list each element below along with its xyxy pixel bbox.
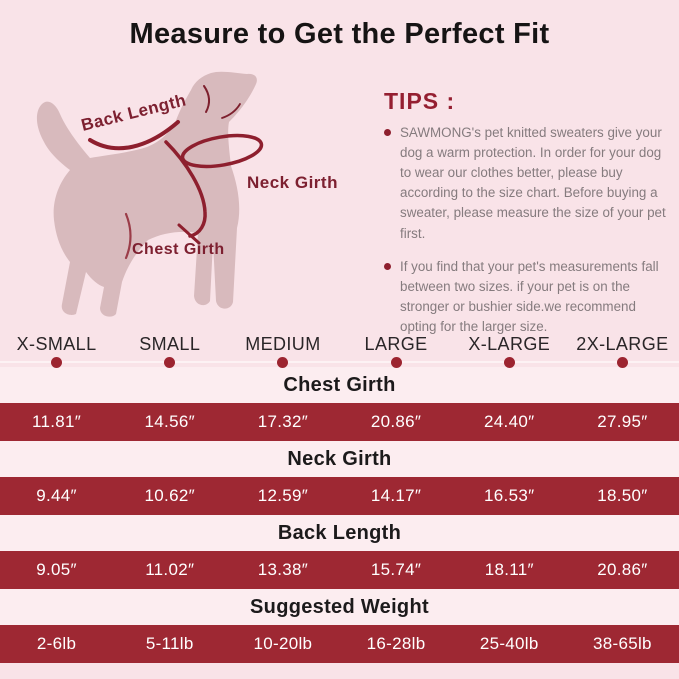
thigh-crease-line (124, 212, 132, 260)
measurement-value: 14.56″ (144, 412, 195, 431)
chest-girth-tick (177, 223, 201, 245)
tips-item: SAWMONG's pet knitted sweaters give your… (384, 123, 676, 244)
values-band-back-length: 9.05″ 11.02″ 13.38″ 15.74″ 18.11″ 20.86″ (0, 551, 679, 589)
measurement-value: 11.81″ (32, 412, 82, 431)
measurement-value: 13.38″ (257, 560, 309, 579)
section-row-suggested-weight: Suggested Weight (0, 589, 679, 625)
tips-list: SAWMONG's pet knitted sweaters give your… (384, 123, 676, 337)
ear-line (203, 85, 210, 113)
bullet-icon (384, 262, 391, 270)
size-column-header: SMALL (139, 333, 201, 354)
section-label: Chest Girth (283, 373, 396, 396)
measurement-value: 9.44″ (36, 486, 77, 505)
dot-icon (503, 357, 515, 368)
tips-panel: TIPS : SAWMONG's pet knitted sweaters gi… (384, 88, 676, 350)
dot-icon (277, 357, 289, 368)
tips-item: If you find that your pet's measurements… (384, 257, 676, 337)
tips-heading: TIPS : (384, 88, 456, 114)
divider-line (0, 361, 679, 363)
measurement-value: 20.86″ (370, 412, 422, 431)
size-column-header: X-SMALL (16, 333, 97, 354)
back-length-arrow (88, 120, 180, 151)
page-title: Measure to Get the Perfect Fit (129, 18, 550, 50)
section-row-back-length: Back Length (0, 515, 679, 551)
measurement-value: 24.40″ (484, 412, 535, 431)
section-row-neck-girth: Neck Girth (0, 441, 679, 477)
size-header-row: X-SMALL SMALL MEDIUM LARGE X-LARGE 2X-LA… (0, 331, 679, 357)
measurement-value: 25-40lb (479, 634, 539, 653)
dog-measurement-diagram: Back Length Neck Girth Chest Girth (8, 66, 370, 332)
measurement-value: 17.32″ (257, 412, 309, 431)
values-band-chest-girth: 11.81″ 14.56″ 17.32″ 20.86″ 24.40″ 27.95… (0, 403, 679, 441)
tips-item-text: If you find that your pet's measurements… (400, 258, 659, 334)
measurement-value: 16-28lb (366, 634, 426, 653)
measurement-value: 27.95″ (597, 412, 648, 431)
measurement-value: 15.74″ (370, 560, 422, 579)
measurement-value: 10-20lb (253, 634, 313, 653)
bullet-icon (384, 129, 391, 136)
dot-icon (164, 357, 176, 368)
size-column-header: LARGE (364, 333, 428, 354)
measurement-value: 38-65lb (593, 634, 652, 653)
dog-silhouette (36, 71, 257, 317)
jaw-line (221, 103, 241, 119)
measurement-value: 10.62″ (144, 486, 195, 505)
size-column-header: X-LARGE (468, 333, 551, 354)
tips-item-text: SAWMONG's pet knitted sweaters give your… (400, 125, 666, 241)
measurement-value: 11.02″ (145, 560, 195, 579)
measurement-value: 18.50″ (597, 486, 648, 505)
chest-girth-label: Chest Girth (132, 241, 225, 258)
chest-girth-curve (164, 140, 207, 238)
neck-girth-label: Neck Girth (247, 173, 338, 192)
dog-illustration: Back Length Neck Girth Chest Girth (36, 71, 338, 317)
section-row-chest-girth: Chest Girth (0, 367, 679, 403)
dot-icon (51, 357, 63, 368)
values-band-neck-girth: 9.44″ 10.62″ 12.59″ 14.17″ 16.53″ 18.50″ (0, 477, 679, 515)
dot-icon (616, 357, 628, 368)
section-label: Back Length (277, 521, 402, 544)
size-column-header: 2X-LARGE (576, 333, 669, 354)
measurement-value: 9.05″ (36, 560, 77, 579)
measurement-value: 14.17″ (370, 486, 422, 505)
dots-grid (0, 357, 679, 368)
measurement-value: 12.59″ (257, 486, 309, 505)
size-dots-row (0, 357, 679, 368)
measurement-value: 18.11″ (484, 560, 534, 579)
measurement-value: 2-6lb (36, 634, 77, 653)
section-label: Neck Girth (287, 447, 392, 470)
measurement-value: 5-11lb (145, 634, 194, 653)
neck-girth-loop (180, 133, 264, 169)
size-chart-table: X-SMALL SMALL MEDIUM LARGE X-LARGE 2X-LA… (0, 331, 679, 663)
values-band-suggested-weight: 2-6lb 5-11lb 10-20lb 16-28lb 25-40lb 38-… (0, 625, 679, 663)
dot-icon (390, 357, 402, 368)
size-column-header: MEDIUM (245, 333, 321, 354)
measurement-value: 20.86″ (597, 560, 648, 579)
measurement-value: 16.53″ (484, 486, 535, 505)
section-label: Suggested Weight (250, 595, 429, 618)
